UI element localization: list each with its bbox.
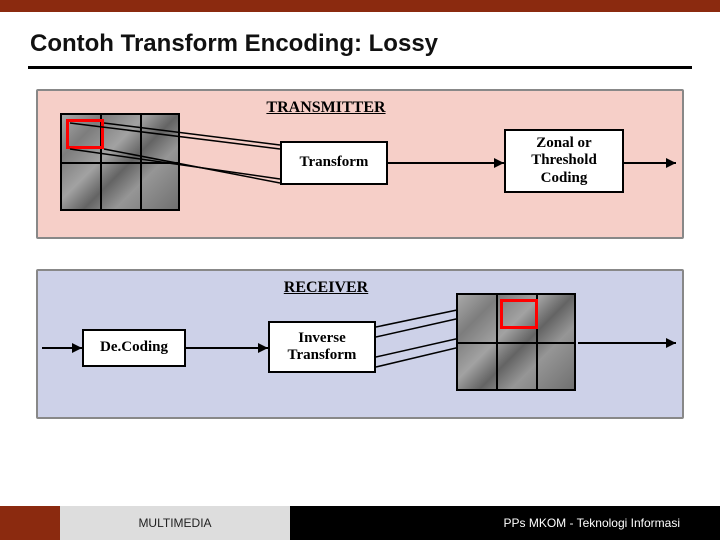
- receiver-label: RECEIVER: [266, 279, 386, 297]
- footer-left-label: MULTIMEDIA: [60, 506, 290, 540]
- footer-spacer: [290, 506, 503, 540]
- rx-highlight-box: [500, 299, 538, 329]
- tx-source-image: [60, 113, 180, 211]
- rx-output-image: [456, 293, 576, 391]
- decoding-block: De.Coding: [82, 329, 186, 367]
- tx-highlight-box: [66, 119, 104, 149]
- footer-bar: MULTIMEDIA PPs MKOM - Teknologi Informas…: [0, 506, 720, 540]
- footer-accent: [0, 506, 60, 540]
- top-accent-bar: [0, 0, 720, 12]
- coding-block: Zonal or Threshold Coding: [504, 129, 624, 193]
- transform-block: Transform: [280, 141, 388, 185]
- inverse-transform-block: Inverse Transform: [268, 321, 376, 373]
- transmitter-label: TRANSMITTER: [256, 99, 396, 117]
- slide-title: Contoh Transform Encoding: Lossy: [0, 12, 720, 66]
- title-underline: [28, 66, 692, 69]
- footer-right-label: PPs MKOM - Teknologi Informasi: [503, 506, 720, 540]
- diagram-area: TRANSMITTER Transform Zonal or Threshold…: [36, 89, 684, 449]
